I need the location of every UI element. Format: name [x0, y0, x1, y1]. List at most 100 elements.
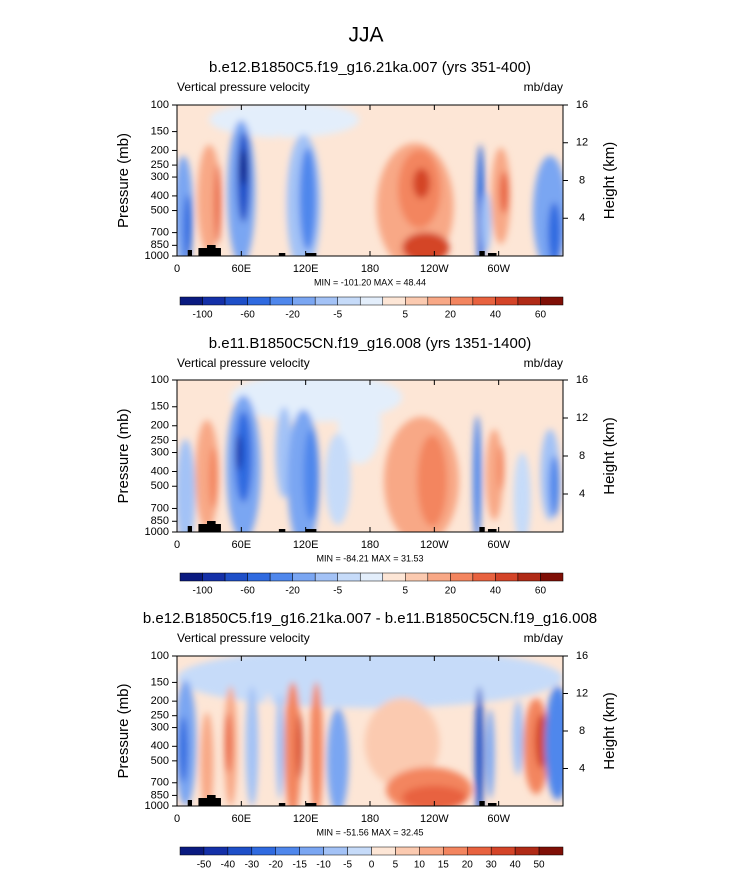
- colorbar-box: [323, 846, 348, 856]
- contour-region: [402, 232, 450, 256]
- y-tick-label: 850: [151, 239, 169, 251]
- y2-tick-label: 8: [579, 450, 585, 462]
- colorbar-label: -100: [193, 586, 213, 597]
- contour-field: [177, 380, 563, 532]
- y2-tick-label: 4: [579, 762, 585, 774]
- x-tick-label: 120W: [420, 813, 449, 825]
- colorbar-label: -100: [193, 310, 213, 321]
- colorbar-box: [275, 846, 300, 856]
- y-tick-label: 250: [151, 159, 169, 171]
- contour-region: [284, 682, 302, 806]
- y-tick-label: 850: [151, 789, 169, 801]
- colorbar-label: -20: [269, 860, 284, 871]
- topography: [278, 803, 286, 806]
- contour-region: [214, 164, 221, 243]
- right-label: mb/day: [524, 631, 563, 645]
- colorbar-box: [443, 846, 468, 856]
- y-tick-label: 1000: [145, 800, 169, 812]
- colorbar-box: [247, 572, 271, 582]
- colorbar-label: -10: [316, 860, 331, 871]
- colorbar-box: [405, 572, 429, 582]
- topography: [479, 801, 485, 806]
- contour-region: [480, 192, 492, 253]
- colorbar-label: -60: [240, 310, 255, 321]
- topography: [207, 245, 216, 256]
- contour-region: [535, 714, 548, 769]
- colorbar-label: -60: [240, 586, 255, 597]
- contour-region: [177, 439, 196, 532]
- y-tick-label: 100: [151, 99, 169, 111]
- colorbar-box: [227, 846, 253, 856]
- colorbar-box: [292, 296, 316, 306]
- x-tick-label: 60W: [487, 263, 510, 275]
- colorbar-box: [450, 572, 474, 582]
- topography: [487, 253, 497, 256]
- x-tick-label: 0: [174, 813, 180, 825]
- topography: [305, 253, 317, 256]
- stats: MIN = -84.21 MAX = 31.53: [316, 553, 423, 563]
- contour-region: [245, 686, 259, 806]
- right-label: mb/day: [524, 356, 563, 370]
- contour-region: [485, 708, 495, 799]
- topography: [305, 529, 317, 532]
- y2-tick-label: 8: [579, 725, 585, 737]
- y-tick-label: 200: [151, 420, 169, 432]
- right-label: mb/day: [524, 80, 563, 94]
- x-tick-label: 60E: [232, 813, 252, 825]
- contour-region: [209, 105, 360, 138]
- x-tick-label: 180: [361, 263, 379, 275]
- y2-axis-label: Height (km): [601, 142, 618, 220]
- topography: [198, 798, 212, 806]
- colorbar-box: [472, 572, 496, 582]
- contour-region: [225, 712, 232, 773]
- topography: [487, 529, 497, 532]
- colorbar-box: [247, 296, 271, 306]
- contour-region: [549, 455, 560, 517]
- y-tick-label: 1000: [145, 526, 169, 538]
- y-tick-label: 1000: [145, 250, 169, 262]
- colorbar-label: -50: [197, 860, 212, 871]
- topography: [479, 251, 485, 256]
- y-tick-label: 700: [151, 777, 169, 789]
- colorbar-box: [337, 296, 361, 306]
- colorbar-box: [472, 296, 496, 306]
- colorbar-box: [395, 846, 420, 856]
- colorbar-box: [490, 846, 516, 856]
- figure-title: JJA: [348, 24, 383, 47]
- contour-region: [402, 785, 467, 806]
- colorbar-box: [419, 846, 444, 856]
- contour-region: [472, 415, 482, 532]
- x-tick-label: 0: [174, 539, 180, 551]
- left-label: Vertical pressure velocity: [177, 356, 310, 370]
- x-tick-label: 180: [361, 539, 379, 551]
- y2-tick-label: 16: [576, 374, 588, 386]
- y2-tick-label: 4: [579, 488, 585, 500]
- y-tick-label: 100: [151, 650, 169, 662]
- contour-region: [200, 712, 214, 806]
- y-tick-label: 400: [151, 740, 169, 752]
- colorbar-label: -40: [221, 860, 236, 871]
- x-tick-label: 180: [361, 813, 379, 825]
- y2-tick-label: 8: [579, 174, 585, 186]
- colorbar-box: [359, 296, 384, 306]
- contour-region: [513, 452, 531, 532]
- colorbar-box: [347, 846, 372, 856]
- colorbar-label: 5: [393, 860, 399, 871]
- y-tick-label: 500: [151, 204, 169, 216]
- left-label: Vertical pressure velocity: [177, 631, 310, 645]
- x-tick-label: 60E: [232, 263, 252, 275]
- colorbar-label: -20: [285, 586, 300, 597]
- colorbar-box: [495, 296, 519, 306]
- field-shapes: [177, 380, 560, 532]
- colorbar-box: [514, 846, 540, 856]
- colorbar-box: [203, 846, 229, 856]
- colorbar-label: 5: [403, 310, 409, 321]
- contour-field: [177, 105, 563, 256]
- colorbar-box: [427, 296, 451, 306]
- topography: [207, 795, 216, 806]
- colorbar-label: 10: [414, 860, 426, 871]
- colorbar-label: 20: [445, 586, 457, 597]
- colorbar-box: [371, 846, 396, 856]
- contour-region: [327, 708, 349, 806]
